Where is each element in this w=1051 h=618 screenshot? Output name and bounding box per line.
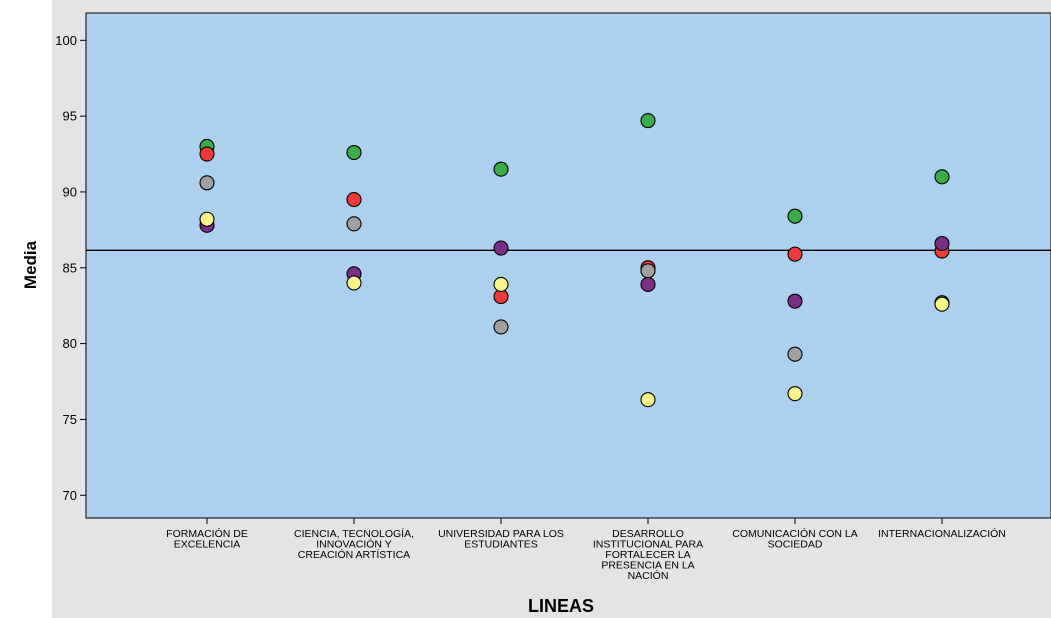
x-category-label-line: CREACIÓN ARTÍSTICA [298,548,410,561]
x-category-label-line: INTERNACIONALIZACIÓN [878,527,1006,540]
x-category-label-line: DESARROLLO [612,528,684,540]
x-category-label: COMUNICACIÓN CON LA SOCIEDAD [732,527,857,551]
data-point [493,161,509,177]
y-tick-label: 75 [63,412,77,427]
data-point [640,113,656,129]
data-point [346,216,362,232]
x-category-label-line: CIENCIA, TECNOLOGÍA, [294,527,414,540]
x-axis-title: LINEAS [528,596,594,616]
data-point [346,144,362,161]
x-category-label-line: INSTITUCIONAL PARA [593,539,703,551]
data-point [493,240,509,256]
x-category-label: FORMACIÓN DE EXCELENCIA [166,527,248,551]
data-point [934,169,950,185]
y-tick-label: 100 [55,33,77,48]
x-category-label-line: ESTUDIANTES [464,539,538,551]
x-category-label-line: EXCELENCIA [174,539,241,551]
x-category-label: DESARROLLO INSTITUCIONAL PARA FORTALECER L… [593,528,703,582]
data-point [493,276,509,293]
data-point [787,293,803,309]
plot-area [85,12,1051,519]
data-point [199,175,215,191]
y-tick-label: 90 [63,184,77,199]
x-category-label: CIENCIA, TECNOLOGÍA, INNOVACIÓN Y CREACIÓN… [294,527,414,561]
data-point [934,235,950,252]
x-category-label-line: COMUNICACIÓN CON LA [732,527,857,540]
data-point [493,319,509,335]
data-point [346,275,362,291]
data-point [199,211,215,227]
x-category-label-line: SOCIEDAD [768,539,823,551]
y-tick-label: 85 [63,260,77,275]
x-category-label-line: PRESENCIA EN LA [601,560,694,572]
data-point [346,191,362,208]
data-point [640,263,656,279]
x-category-label-line: FORMACIÓN DE [166,527,248,540]
data-point [787,386,803,402]
data-point [640,276,656,293]
data-point [640,392,656,408]
data-point [787,246,803,262]
x-category-label-line: FORTALECER LA [605,549,690,561]
data-point [199,146,215,162]
x-category-label-line: NACIÓN [628,569,669,582]
x-category-label: UNIVERSIDAD PARA LOS ESTUDIANTES [438,528,564,551]
data-point [787,346,803,362]
x-category-label-line: UNIVERSIDAD PARA LOS [438,528,564,540]
y-tick-label: 95 [63,109,77,124]
y-axis-title: Media [21,240,40,289]
x-category-label: INTERNACIONALIZACIÓN [878,527,1006,540]
data-point [787,208,803,224]
data-point [934,296,950,312]
y-tick-label: 80 [63,336,77,351]
y-tick-label: 70 [63,488,77,503]
x-category-label-line: INNOVACIÓN Y [316,538,391,551]
left-margin [0,0,52,618]
